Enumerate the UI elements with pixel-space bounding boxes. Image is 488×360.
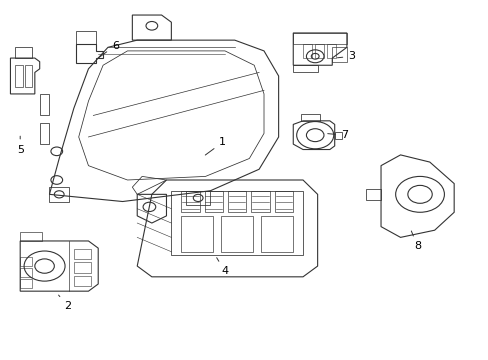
Text: 3: 3 bbox=[337, 51, 355, 61]
Text: 5: 5 bbox=[17, 136, 23, 154]
Text: 6: 6 bbox=[98, 41, 119, 58]
Text: 7: 7 bbox=[327, 130, 347, 140]
Text: 2: 2 bbox=[59, 295, 71, 311]
Text: 1: 1 bbox=[205, 138, 225, 155]
Text: 8: 8 bbox=[410, 231, 420, 251]
Text: 4: 4 bbox=[216, 258, 228, 276]
